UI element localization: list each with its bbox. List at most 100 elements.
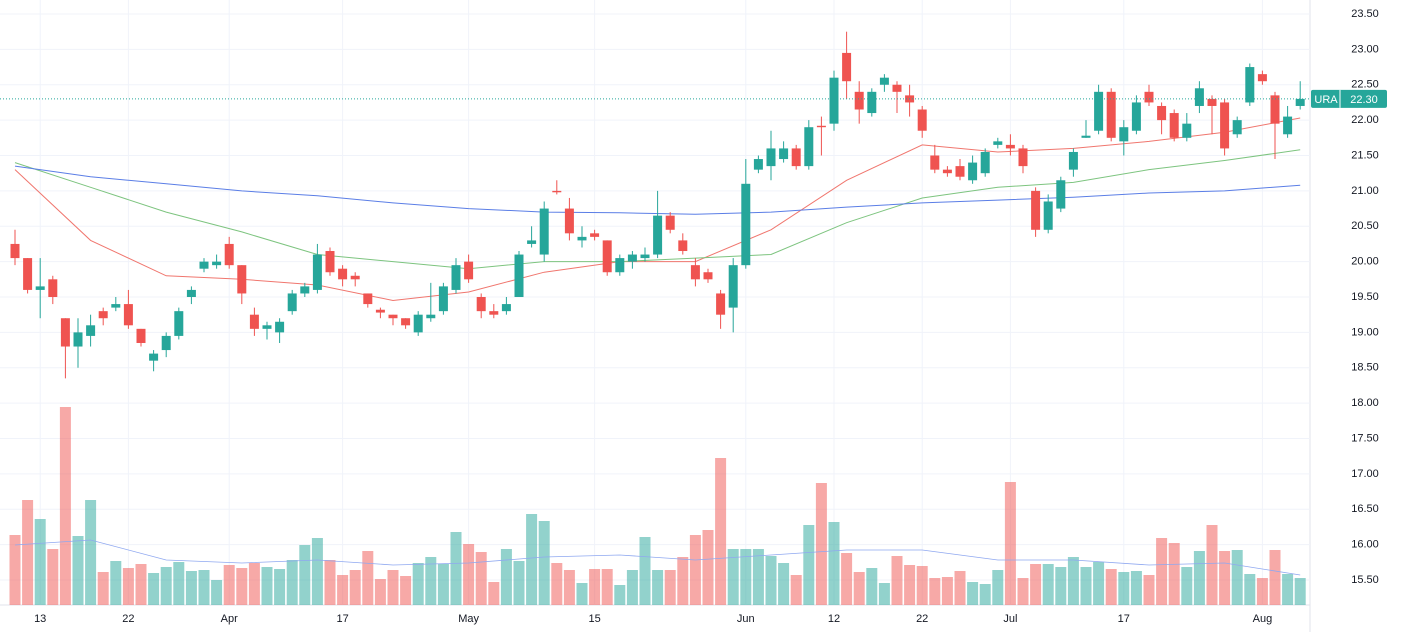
candle-body	[527, 240, 537, 244]
candle-body	[640, 254, 650, 259]
y-tick-label: 18.00	[1351, 397, 1379, 409]
volume-bar	[866, 568, 878, 605]
candle-body	[325, 251, 335, 273]
volume-bar	[1130, 571, 1142, 605]
volume-bar	[563, 570, 575, 605]
volume-bar	[274, 569, 286, 605]
volume-bar	[110, 561, 122, 605]
candle-body	[350, 275, 360, 280]
volume-bar	[689, 535, 701, 605]
volume-bar	[878, 583, 890, 605]
candle-body	[741, 183, 751, 266]
volume-bar	[463, 544, 475, 605]
candle-body	[338, 268, 348, 280]
volume-bar	[223, 565, 235, 605]
candle-body	[111, 304, 121, 308]
y-tick-label: 19.50	[1351, 291, 1379, 303]
candle-body	[300, 286, 310, 294]
volume-bar	[904, 565, 916, 605]
volume-bar	[185, 571, 197, 605]
volume-bar	[1105, 569, 1117, 605]
volume-bar	[349, 570, 361, 605]
candle-body	[829, 77, 839, 124]
volume-bar	[1004, 482, 1016, 605]
candle-body	[451, 265, 461, 290]
candle-body	[1257, 74, 1267, 82]
volume-bar	[538, 521, 550, 605]
candle-body	[199, 261, 209, 269]
candle-body	[1295, 98, 1305, 106]
volume-bar	[97, 572, 109, 605]
volume-bar	[437, 564, 449, 605]
candle-body	[35, 286, 45, 290]
candle-body	[23, 258, 33, 290]
x-tick-label: Apr	[221, 613, 238, 625]
volume-bar	[513, 561, 525, 605]
candle-body	[375, 309, 385, 313]
candle-body	[476, 297, 486, 312]
candle-body	[917, 109, 927, 131]
candle-body	[590, 233, 600, 237]
volume-bar	[1206, 525, 1218, 605]
candle-body	[1245, 67, 1255, 103]
volume-bar	[677, 557, 689, 605]
candle-body	[489, 311, 499, 315]
volume-bar	[248, 563, 260, 605]
symbol-label: URA	[1314, 94, 1338, 106]
candle-body	[665, 215, 675, 230]
volume-bar	[211, 580, 223, 605]
candle-body	[1018, 148, 1028, 167]
y-tick-label: 20.50	[1351, 220, 1379, 232]
y-tick-label: 16.50	[1351, 503, 1379, 515]
volume-bar	[551, 563, 563, 605]
candle-body	[401, 318, 411, 326]
candle-body	[854, 91, 864, 110]
volume-bar	[715, 458, 727, 605]
volume-bar	[652, 570, 664, 605]
volume-bar	[34, 519, 46, 605]
y-tick-label: 21.50	[1351, 149, 1379, 161]
candle-body	[60, 318, 70, 347]
last-price-box	[1311, 89, 1387, 108]
y-tick-label: 17.50	[1351, 432, 1379, 444]
volume-bar	[412, 563, 424, 605]
candle-body	[942, 169, 952, 174]
volume-bar	[362, 551, 374, 605]
y-tick-label: 23.00	[1351, 43, 1379, 55]
candle-body	[275, 321, 285, 333]
candle-body	[1081, 135, 1091, 138]
candle-body	[690, 265, 700, 280]
x-tick-label: May	[458, 613, 479, 625]
y-tick-label: 20.00	[1351, 256, 1379, 268]
candle-body	[1270, 95, 1280, 124]
candle-body	[149, 353, 159, 361]
volume-bar	[59, 407, 71, 605]
candle-body	[1283, 116, 1293, 135]
candle-body	[136, 328, 146, 343]
candle-body	[501, 304, 511, 312]
candle-body	[1220, 102, 1230, 149]
volume-bar	[337, 575, 349, 605]
candle-body	[804, 127, 814, 167]
candle-body	[1106, 91, 1116, 138]
candle-body	[602, 240, 612, 273]
volume-bar	[1030, 564, 1042, 605]
last-price-label: 22.30	[1350, 94, 1378, 106]
volume-bar	[1219, 551, 1231, 605]
x-tick-label: Jul	[1003, 613, 1017, 625]
candle-body	[237, 265, 247, 294]
y-tick-label: 15.50	[1351, 574, 1379, 586]
candle-body	[1031, 190, 1041, 230]
candle-body	[514, 254, 524, 297]
volume-bar	[929, 578, 941, 605]
volume-bar	[765, 556, 777, 605]
volume-bar	[72, 536, 84, 605]
candle-body	[161, 335, 171, 351]
candle-body	[249, 314, 259, 329]
volume-bar	[1294, 578, 1306, 605]
volume-bar	[324, 560, 336, 605]
moving-average-line	[14, 149, 1301, 270]
candle-body	[1194, 88, 1204, 106]
volume-bar	[576, 583, 588, 605]
